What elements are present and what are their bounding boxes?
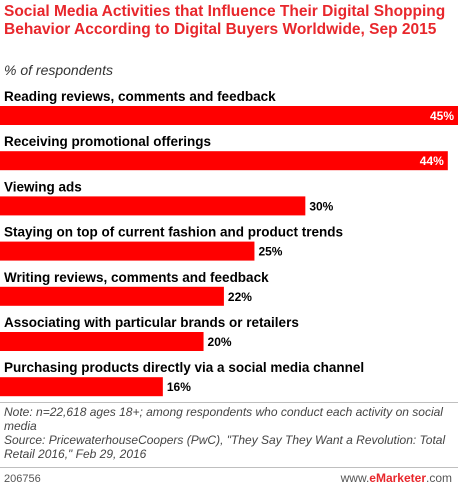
brand-name: eMarketer — [369, 471, 426, 485]
value-label: 16% — [167, 380, 191, 394]
chart-id: 206756 — [4, 473, 41, 485]
chart-subtitle: % of respondents — [4, 62, 113, 78]
brand-suffix: .com — [425, 471, 452, 485]
bar — [0, 106, 458, 125]
bar — [0, 241, 255, 261]
bar-chart: Reading reviews, comments and feedback 45… — [0, 89, 458, 397]
chart-title: Social Media Activities that Influence T… — [4, 3, 446, 38]
source-text: Source: PricewaterhouseCoopers (PwC), "T… — [4, 433, 446, 461]
bar — [0, 196, 306, 216]
bar — [0, 151, 448, 171]
note-text: Note: n=22,618 ages 18+; among responden… — [4, 405, 443, 433]
brand-logo[interactable]: www.eMarketer.com — [341, 471, 452, 486]
value-label: 30% — [309, 199, 333, 213]
category-label: Associating with particular brands or re… — [4, 315, 299, 330]
bar — [0, 332, 204, 351]
value-label: 44% — [420, 154, 444, 168]
category-label: Receiving promotional offerings — [4, 134, 211, 149]
value-label: 45% — [430, 109, 454, 123]
value-label: 22% — [228, 290, 252, 304]
category-label: Writing reviews, comments and feedback — [4, 270, 269, 285]
chart-note: Note: n=22,618 ages 18+; among responden… — [4, 405, 458, 461]
value-label: 25% — [258, 245, 282, 259]
brand-prefix: www. — [340, 471, 370, 485]
category-label: Reading reviews, comments and feedback — [4, 89, 276, 104]
note-divider — [0, 402, 458, 403]
footer-divider — [0, 467, 458, 468]
bar — [0, 377, 163, 397]
bar — [0, 286, 224, 306]
category-label: Purchasing products directly via a socia… — [4, 360, 364, 375]
category-label: Staying on top of current fashion and pr… — [4, 225, 343, 240]
category-label: Viewing ads — [4, 179, 82, 194]
value-label: 20% — [208, 335, 232, 349]
